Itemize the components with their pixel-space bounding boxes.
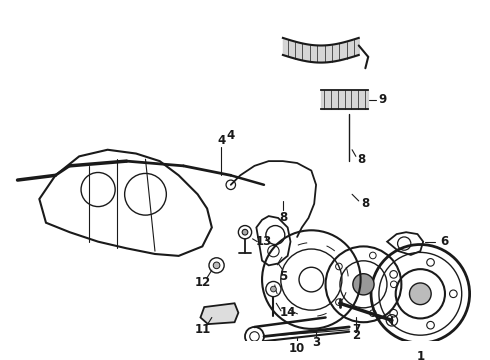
Polygon shape <box>200 303 238 324</box>
Text: 8: 8 <box>357 153 366 166</box>
Text: 9: 9 <box>378 93 387 106</box>
Text: 3: 3 <box>312 336 320 348</box>
Circle shape <box>213 262 220 269</box>
Text: 10: 10 <box>289 342 305 355</box>
Text: 7: 7 <box>352 323 360 336</box>
Circle shape <box>270 286 276 292</box>
Text: 1: 1 <box>416 350 424 360</box>
Text: 2: 2 <box>352 329 360 342</box>
Text: 11: 11 <box>194 323 211 336</box>
Text: 12: 12 <box>194 276 211 289</box>
Text: 5: 5 <box>279 270 287 283</box>
Text: 4: 4 <box>227 129 235 142</box>
Circle shape <box>242 229 248 235</box>
Text: 14: 14 <box>279 306 296 319</box>
Text: 8: 8 <box>279 211 287 225</box>
Circle shape <box>353 274 374 295</box>
Text: 8: 8 <box>361 197 369 210</box>
Circle shape <box>410 283 431 305</box>
Text: 4: 4 <box>217 134 225 147</box>
Text: 13: 13 <box>256 235 272 248</box>
Text: 6: 6 <box>440 235 448 248</box>
